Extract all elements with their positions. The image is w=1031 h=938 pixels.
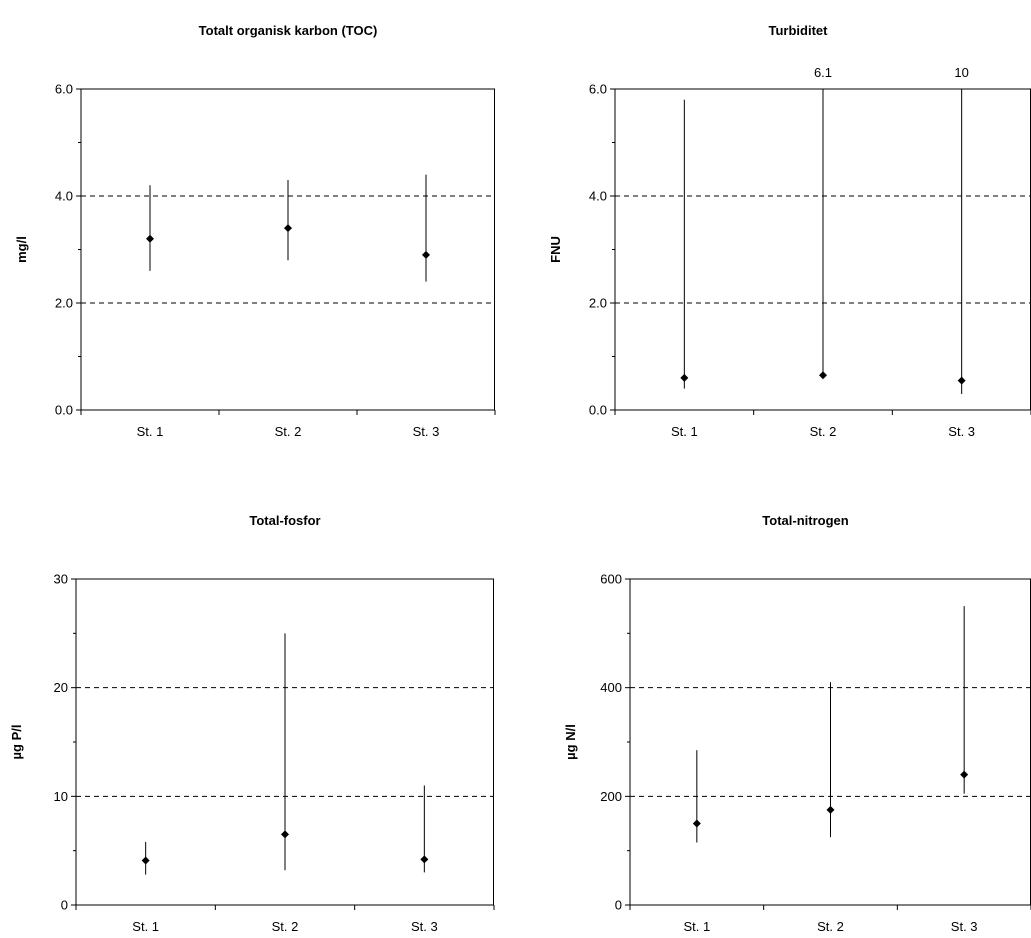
y-tick-label: 0 [615,898,622,913]
y-tick-label: 200 [600,789,622,804]
x-category-label: St. 1 [683,919,710,934]
x-category-label: St. 3 [411,919,438,934]
mean-marker [146,234,154,243]
y-tick-label: 6.0 [589,82,607,97]
x-category-label: St. 3 [948,424,975,439]
x-category-label: St. 3 [413,424,440,439]
mean-marker [680,373,689,382]
y-tick-label: 4.0 [55,189,73,204]
y-tick-label: 4.0 [589,189,607,204]
y-tick-label: 20 [54,680,68,695]
mean-marker [826,805,835,814]
x-category-label: St. 2 [810,424,837,439]
y-tick-label: 2.0 [589,296,607,311]
mean-marker [819,371,827,380]
y-tick-label: 2.0 [55,296,73,311]
chart-panel-2: Turbiditet FNU 0.0 2.0 4.0 6.0 St. 1 St. 2 St. 3… [548,23,1031,439]
x-category-label: St. 2 [817,919,844,934]
y-tick-label: 0.0 [589,403,607,418]
mean-marker [281,830,289,839]
chart-panel-1: Totalt organisk karbon (TOC) mg/l 0.0 2.0 4.… [14,23,496,439]
chart-panel-3: Total-fosfor µg P/l 0 10 20 30 St. 1 St. 2 St. 3 [9,513,495,934]
y-axis-label: mg/l [14,236,29,263]
x-category-label: St. 1 [137,424,164,439]
chart-title: Total-nitrogen [762,513,848,528]
y-tick-label: 6.0 [55,82,73,97]
y-tick-label: 400 [600,680,622,695]
chart-title: Turbiditet [769,23,829,38]
max-value-annotation: 6.1 [814,65,832,80]
x-category-label: St. 2 [272,919,299,934]
mean-marker [284,224,292,233]
y-axis-label: µg N/l [563,724,578,760]
mean-marker [692,819,701,828]
mean-marker [960,770,969,779]
mean-marker [420,855,429,864]
y-tick-label: 0 [61,898,68,913]
x-category-label: St. 3 [951,919,978,934]
y-tick-label: 30 [54,572,68,587]
mean-marker [957,376,966,385]
x-category-label: St. 1 [671,424,698,439]
chart-title: Total-fosfor [249,513,320,528]
x-category-label: St. 2 [275,424,302,439]
y-axis-label: µg P/l [9,725,24,760]
chart-panel-4: Total-nitrogen µg N/l 0 200 400 600 St. 1 St. 2… [563,513,1031,934]
x-category-label: St. 1 [132,919,159,934]
y-tick-label: 10 [54,789,68,804]
mean-marker [141,856,150,865]
max-value-annotation: 10 [954,65,968,80]
y-tick-label: 600 [600,572,622,587]
y-axis-label: FNU [548,236,563,263]
mean-marker [422,250,430,259]
y-tick-label: 0.0 [55,403,73,418]
chart-title: Totalt organisk karbon (TOC) [199,23,378,38]
